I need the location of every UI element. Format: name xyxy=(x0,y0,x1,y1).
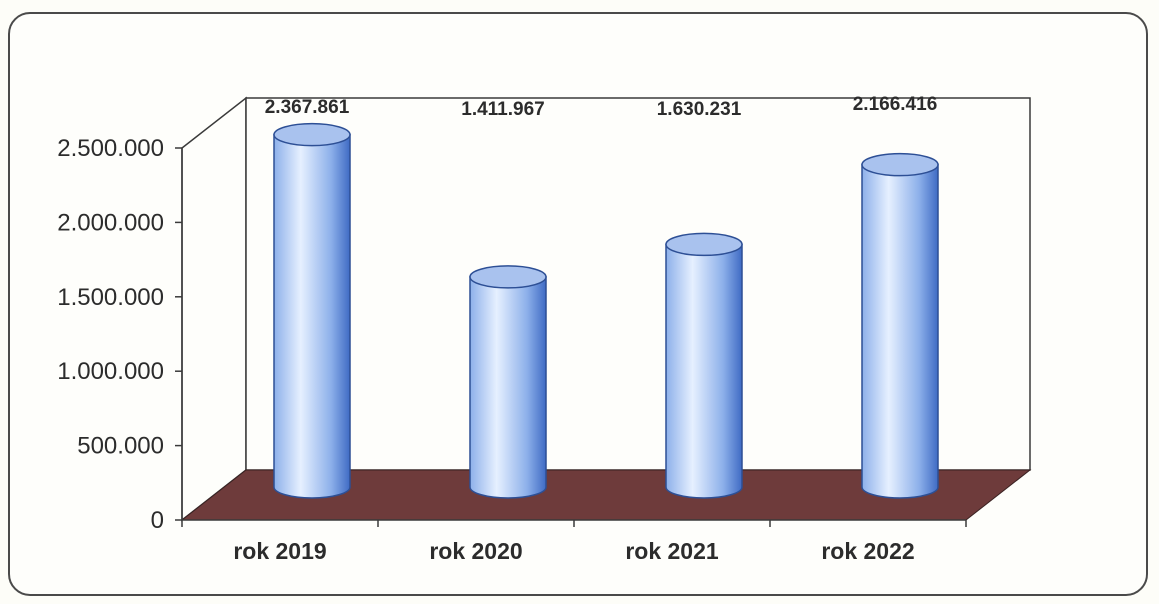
bar-body xyxy=(469,276,547,499)
data-label: 2.166.416 xyxy=(853,94,938,115)
bar-cylinder xyxy=(665,232,743,499)
bar-top xyxy=(665,232,743,257)
category-label: rok 2021 xyxy=(625,538,719,564)
bar-top xyxy=(273,122,351,147)
y-tick-label: 2.000.000 xyxy=(57,209,164,236)
bar-body xyxy=(861,163,939,499)
y-tick-label: 1.000.000 xyxy=(57,358,164,385)
bar-cylinder xyxy=(273,122,351,499)
bar-body xyxy=(273,133,351,499)
data-label: 1.411.967 xyxy=(461,99,544,120)
y-tick-label: 2.500.000 xyxy=(57,135,164,162)
bar-cylinder xyxy=(861,152,939,499)
category-label: rok 2020 xyxy=(429,538,522,564)
side-wall xyxy=(181,96,247,522)
data-label: 1.630.231 xyxy=(657,99,742,120)
category-label: rok 2019 xyxy=(233,538,326,564)
bar-cylinder xyxy=(469,265,547,499)
bar-top xyxy=(469,265,547,289)
y-tick-label: 500.000 xyxy=(77,433,164,460)
bar-body xyxy=(665,243,743,499)
bar-top xyxy=(861,152,939,177)
data-label: 2.367.861 xyxy=(265,97,350,118)
y-tick-label: 0 xyxy=(151,507,164,534)
category-label: rok 2022 xyxy=(821,538,914,564)
y-tick-label: 1.500.000 xyxy=(57,284,164,311)
